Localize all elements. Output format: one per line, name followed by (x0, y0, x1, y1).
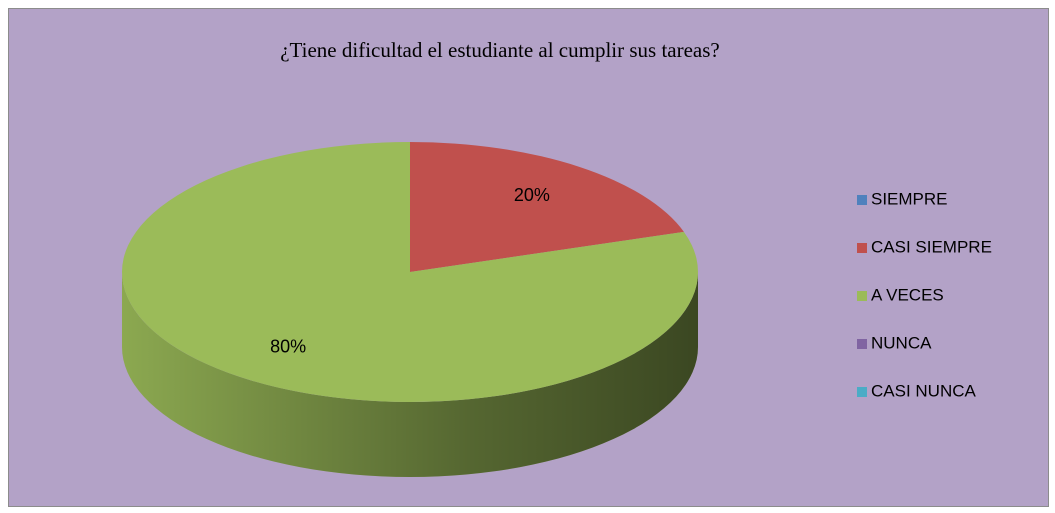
legend-swatch (857, 387, 867, 397)
legend-label: CASI NUNCA (871, 381, 977, 400)
data-label: 20% (514, 185, 550, 205)
data-label: 80% (270, 336, 306, 356)
chart-title: ¿Tiene dificultad el estudiante al cumpl… (280, 38, 720, 62)
legend-label: CASI SIEMPRE (871, 237, 992, 256)
legend-swatch (857, 243, 867, 253)
legend-label: NUNCA (871, 333, 932, 352)
slice (410, 142, 684, 272)
side-shade (122, 272, 698, 477)
legend-swatch (857, 195, 867, 205)
legend-label: A VECES (871, 285, 944, 304)
legend-swatch (857, 339, 867, 349)
legend-swatch (857, 291, 867, 301)
slice (121, 142, 698, 402)
legend-label: SIEMPRE (871, 189, 948, 208)
